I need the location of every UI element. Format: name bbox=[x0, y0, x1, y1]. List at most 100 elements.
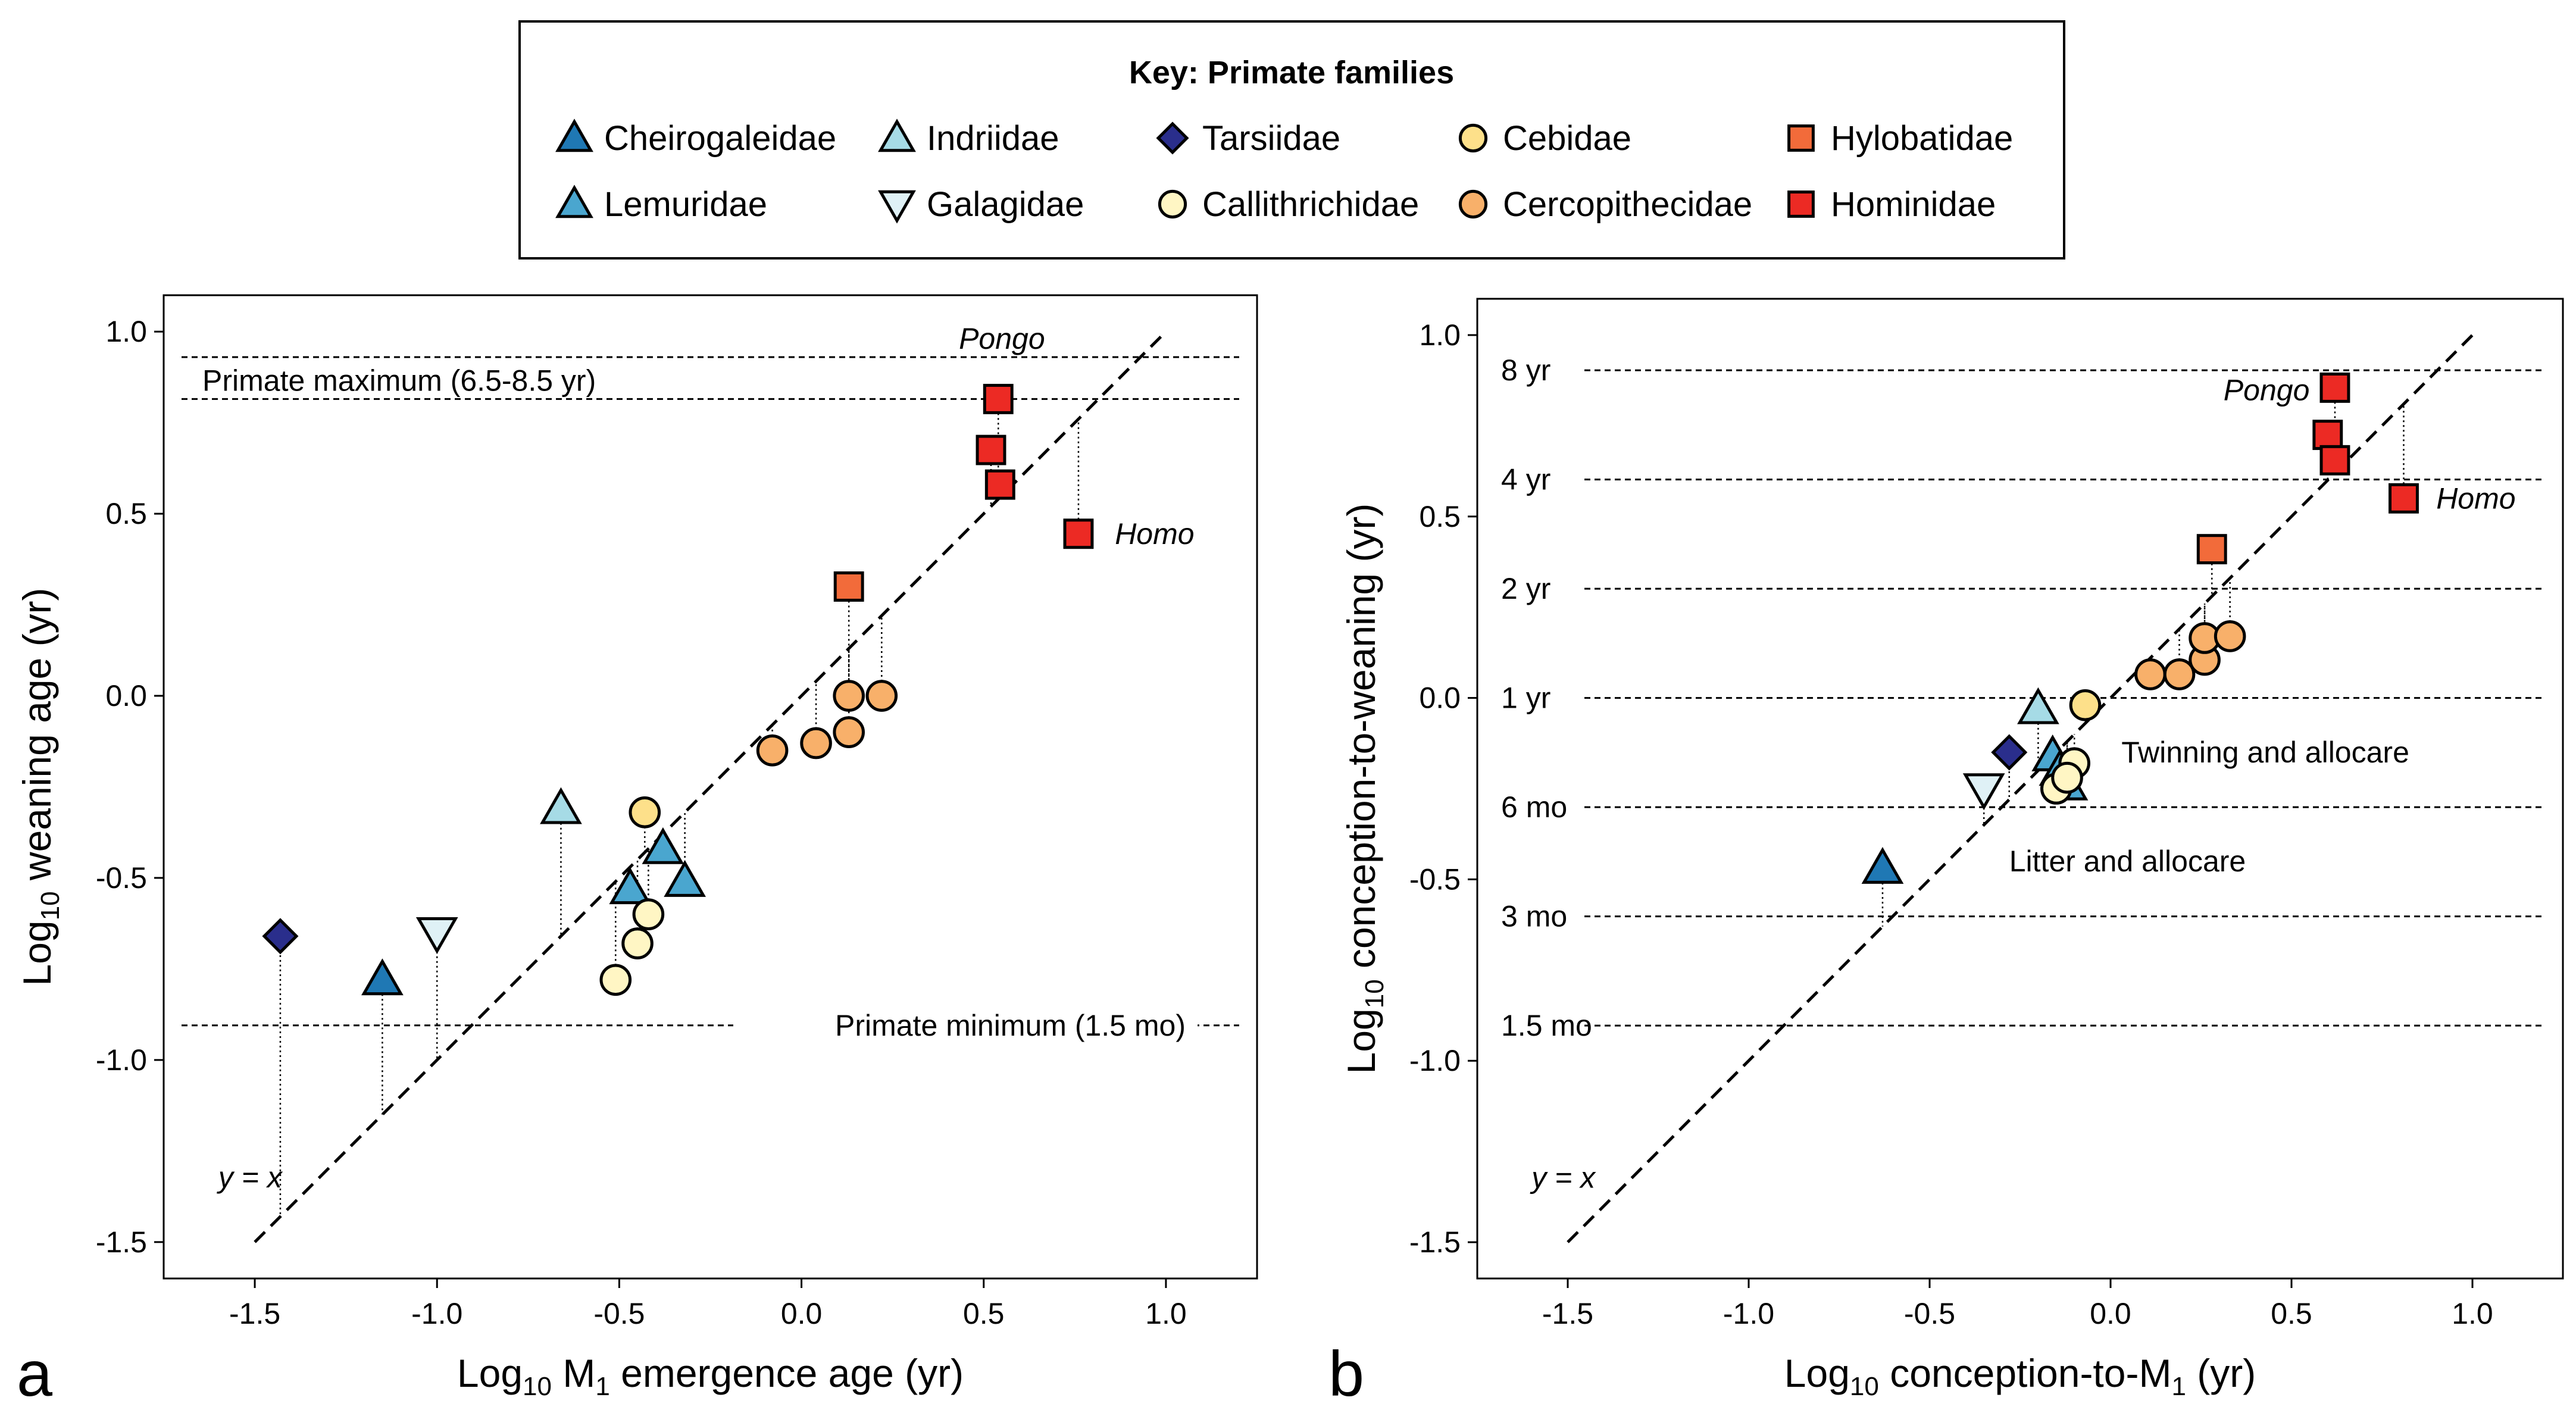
point-b-cercopithecidae-11 bbox=[2134, 658, 2167, 690]
point-a-hominidae-18 bbox=[976, 434, 1006, 465]
point-b-hominidae-19 bbox=[2319, 445, 2350, 476]
panel-a-letter: a bbox=[17, 1337, 53, 1409]
legend-marker-callithrichidae bbox=[1158, 189, 1187, 219]
y-axis-label-a: Log10 weaning age (yr) bbox=[15, 588, 65, 986]
ytick-label-b-4: 0.5 bbox=[1419, 500, 1461, 533]
point-a-cercopithecidae-13 bbox=[833, 716, 865, 749]
point-a-galagidae-2 bbox=[415, 917, 458, 954]
point-a-tarsiidae-0 bbox=[262, 918, 299, 955]
ytick-label-b-5: 1.0 bbox=[1419, 318, 1461, 352]
xtick-label-a-0: -1.5 bbox=[229, 1297, 280, 1330]
legend-marker-lemuridae bbox=[555, 185, 593, 218]
legend: Key: Primate families Cheirogaleidae Indr… bbox=[518, 20, 2065, 260]
legend-label-cercopithecidae: Cercopithecidae bbox=[1503, 185, 1752, 224]
point-a-lemuridae-5 bbox=[642, 827, 684, 864]
annotation-a-homo: Homo bbox=[1115, 517, 1194, 551]
ytick-label-b-2: -0.5 bbox=[1409, 862, 1461, 896]
point-a-hominidae-19 bbox=[984, 469, 1015, 500]
xtick-label-b-5: 1.0 bbox=[2452, 1297, 2493, 1330]
legend-label-hylobatidae: Hylobatidae bbox=[1831, 119, 2013, 158]
point-a-hominidae-20 bbox=[1063, 518, 1094, 549]
point-b-cercopithecidae-12 bbox=[2163, 658, 2196, 690]
legend-label-indriidae: Indriidae bbox=[927, 119, 1059, 158]
point-a-lemuridae-4 bbox=[609, 867, 652, 905]
hline-label-b-1-5-mo: 1.5 mo bbox=[1501, 1009, 1592, 1042]
point-b-hominidae-17 bbox=[2319, 372, 2350, 403]
legend-label-callithrichidae: Callithrichidae bbox=[1202, 185, 1419, 224]
ytick-label-a-3: 0.0 bbox=[105, 679, 147, 712]
legend-marker-indriidae bbox=[878, 118, 916, 152]
xtick-label-a-1: -1.0 bbox=[411, 1297, 462, 1330]
point-a-cebidae-7 bbox=[629, 796, 661, 829]
legend-label-tarsiidae: Tarsiidae bbox=[1202, 119, 1340, 158]
hline-label-b-4-yr: 4 yr bbox=[1501, 463, 1550, 496]
hline-label-b-3-mo: 3 mo bbox=[1501, 900, 1567, 933]
hline-label-gap-a bbox=[733, 1007, 1198, 1043]
point-b-hominidae-20 bbox=[2389, 483, 2419, 514]
legend-marker-galagidae bbox=[878, 190, 916, 224]
point-b-hylobatidae-16 bbox=[2196, 534, 2227, 565]
annotation-b-twinning-and-allocare: Twinning and allocare bbox=[2121, 736, 2409, 769]
identity-label-b: y = x bbox=[1530, 1161, 1596, 1195]
point-a-lemuridae-6 bbox=[664, 859, 706, 897]
y-axis-label-b: Log10 conception-to-weaning (yr) bbox=[1339, 504, 1389, 1074]
ytick-label-a-0: -1.5 bbox=[96, 1226, 147, 1259]
ytick-label-b-0: -1.5 bbox=[1409, 1226, 1461, 1259]
legend-label-hominidae: Hominidae bbox=[1831, 185, 1996, 224]
point-a-cercopithecidae-11 bbox=[756, 734, 789, 767]
point-a-cercopithecidae-15 bbox=[865, 680, 898, 712]
panel-b-letter: b bbox=[1328, 1337, 1364, 1409]
legend-marker-cheirogaleidae bbox=[555, 118, 593, 152]
point-a-callithrichidae-8 bbox=[599, 964, 632, 996]
annotation-b-pongo: Pongo bbox=[2224, 374, 2310, 407]
panel-b: b 8 yr 4 yr 2 yr 1 yr 6 mo 3 mo 1.5 mo y = x -1.… bbox=[1328, 298, 2564, 1409]
ytick-label-b-1: -1.0 bbox=[1409, 1044, 1461, 1077]
point-a-hominidae-17 bbox=[983, 383, 1014, 414]
ytick-label-a-4: 0.5 bbox=[105, 497, 147, 530]
plot-frame-a bbox=[162, 294, 1258, 1280]
hline-label-b-2-yr: 2 yr bbox=[1501, 572, 1550, 605]
identity-line-a bbox=[254, 330, 1167, 1243]
xtick-label-b-4: 0.5 bbox=[2271, 1297, 2312, 1330]
ytick-label-b-3: 0.0 bbox=[1419, 682, 1461, 715]
legend-marker-hominidae bbox=[1787, 190, 1815, 218]
point-a-hylobatidae-16 bbox=[833, 571, 864, 602]
annotation-b-litter-and-allocare: Litter and allocare bbox=[2009, 845, 2246, 878]
legend-title: Key: Primate families bbox=[1129, 55, 1454, 90]
x-axis-label-a: Log10 M1 emergence age (yr) bbox=[457, 1351, 964, 1401]
point-a-cercopithecidae-12 bbox=[800, 727, 832, 759]
point-b-indriidae-3 bbox=[2017, 687, 2059, 724]
xtick-label-a-4: 0.5 bbox=[963, 1297, 1005, 1330]
hline-label-a-primate-maximum-6-5-8-5-yr: Primate maximum (6.5-8.5 yr) bbox=[202, 364, 596, 397]
ytick-label-a-5: 1.0 bbox=[105, 315, 147, 348]
legend-label-cebidae: Cebidae bbox=[1503, 119, 1631, 158]
xtick-label-b-3: 0.0 bbox=[2090, 1297, 2131, 1330]
hline-label-b-8-yr: 8 yr bbox=[1501, 354, 1550, 387]
hline-label-a-primate-minimum-1-5-mo: Primate minimum (1.5 mo) bbox=[835, 1009, 1186, 1042]
xtick-label-b-1: -1.0 bbox=[1723, 1297, 1774, 1330]
hline-label-b-6-mo: 6 mo bbox=[1501, 790, 1567, 824]
xtick-label-b-2: -0.5 bbox=[1904, 1297, 1955, 1330]
identity-label-a: y = x bbox=[217, 1161, 283, 1194]
point-a-cercopithecidae-14 bbox=[833, 680, 865, 712]
point-a-indriidae-3 bbox=[540, 787, 582, 824]
panel-a: a Primate maximum (6.5-8.5 yr) Primate mi… bbox=[15, 294, 1258, 1409]
point-b-cheirogaleidae-0 bbox=[1861, 847, 1904, 884]
xtick-label-a-5: 1.0 bbox=[1145, 1297, 1187, 1330]
annotation-a-pongo: Pongo bbox=[959, 322, 1045, 355]
point-a-callithrichidae-9 bbox=[621, 927, 654, 959]
point-b-tarsiidae-2 bbox=[1991, 734, 2028, 771]
legend-marker-cercopithecidae bbox=[1458, 189, 1488, 219]
legend-label-galagidae: Galagidae bbox=[927, 185, 1084, 224]
legend-label-lemuridae: Lemuridae bbox=[604, 185, 767, 224]
annotation-b-homo: Homo bbox=[2436, 482, 2515, 515]
plot-frame-b bbox=[1476, 298, 2564, 1280]
xtick-label-a-3: 0.0 bbox=[781, 1297, 823, 1330]
point-a-cheirogaleidae-1 bbox=[361, 958, 404, 996]
xtick-label-b-0: -1.5 bbox=[1542, 1297, 1593, 1330]
legend-marker-tarsiidae bbox=[1156, 121, 1189, 155]
legend-entries: Cheirogaleidae Indriidae Tarsiidae Cebidae H… bbox=[555, 118, 2013, 224]
x-axis-label-b: Log10 conception-to-M1 (yr) bbox=[1784, 1351, 2256, 1401]
legend-label-cheirogaleidae: Cheirogaleidae bbox=[604, 119, 836, 158]
